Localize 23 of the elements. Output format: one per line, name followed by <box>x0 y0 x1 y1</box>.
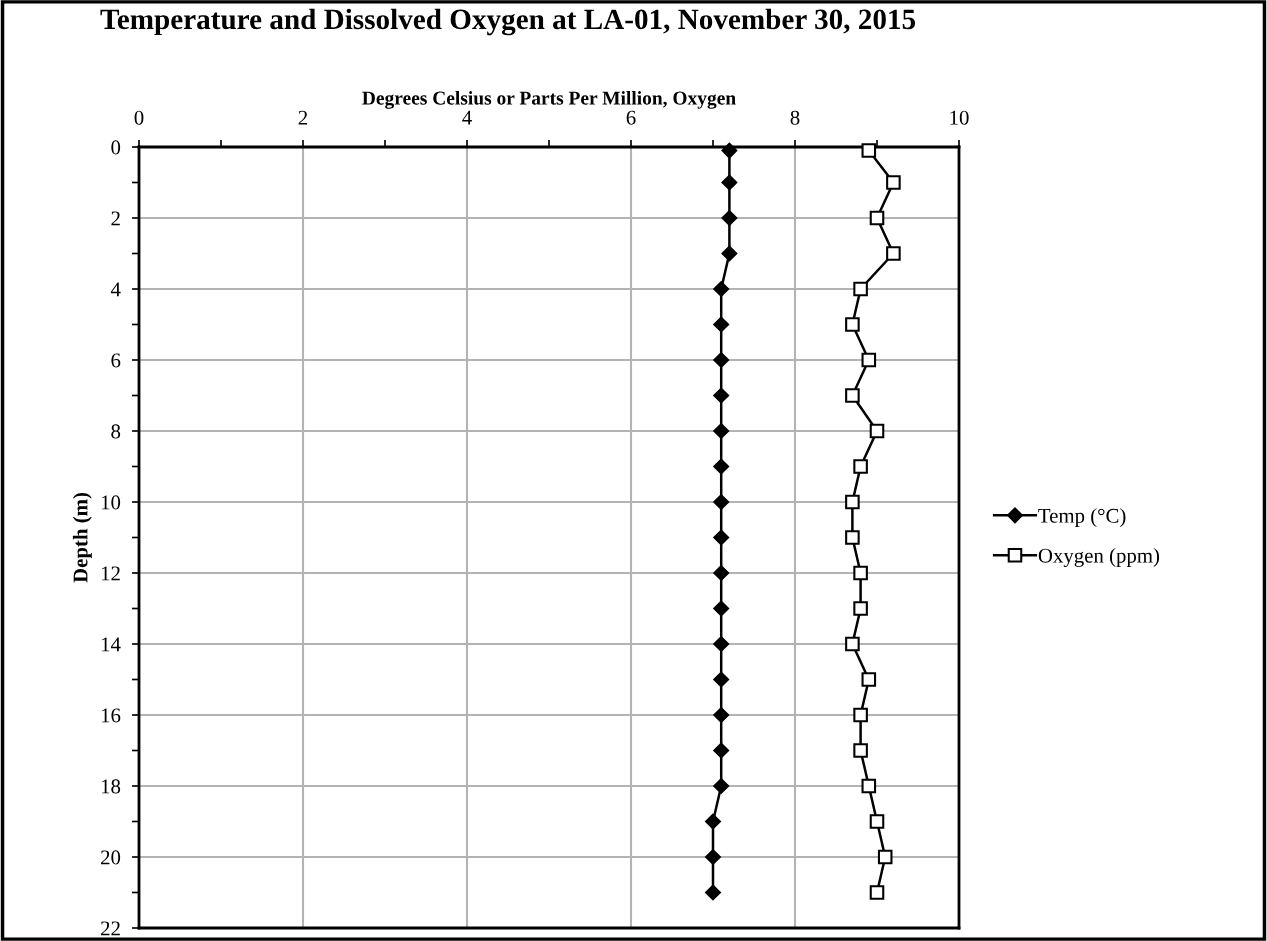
x-axis-title: Degrees Celsius or Parts Per Million, Oxygen <box>362 91 736 109</box>
x-tick-label: 6 <box>626 110 636 125</box>
x-tick-label: 10 <box>950 110 969 125</box>
y-tick-label: 14 <box>101 637 121 652</box>
x-tick-label: 4 <box>462 110 472 125</box>
y-tick-label: 18 <box>101 779 121 794</box>
y-tick-label: 20 <box>101 850 121 865</box>
y-tick-label: 4 <box>110 282 121 297</box>
chart-title: Temperature and Dissolved Oxygen at LA-01, November 30, 2015 <box>100 8 916 36</box>
legend-label: Oxygen (ppm) <box>1038 548 1160 567</box>
y-tick-label: 16 <box>101 708 121 723</box>
y-tick-label: 0 <box>111 140 121 155</box>
y-tick-label: 12 <box>101 566 120 581</box>
x-tick-label: 8 <box>790 110 800 125</box>
y-axis-title: Depth (m) <box>72 492 92 583</box>
y-tick-label: 2 <box>111 211 120 226</box>
legend-label: Temp (°C) <box>1038 508 1126 528</box>
y-tick-label: 6 <box>111 353 121 368</box>
y-tick-label: 10 <box>101 495 121 510</box>
y-tick-label: 22 <box>101 921 120 936</box>
y-tick-label: 8 <box>111 424 121 439</box>
x-tick-label: 0 <box>134 110 144 125</box>
x-tick-label: 2 <box>298 110 308 125</box>
